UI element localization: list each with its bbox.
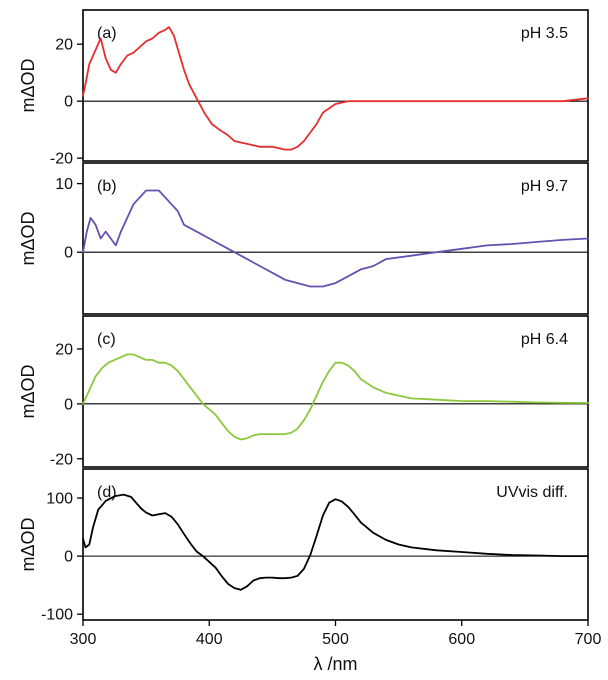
panel-condition: pH 3.5 <box>521 25 568 42</box>
panel-frame <box>82 315 589 468</box>
panel-condition: UVvis diff. <box>496 484 568 501</box>
y-axis-label: mΔOD <box>18 364 38 418</box>
data-series-line <box>82 493 589 591</box>
y-axis-label: mΔOD <box>18 211 38 265</box>
y-tick-label: 20 <box>55 341 73 358</box>
panel-frame <box>82 162 589 315</box>
y-tick-label: 0 <box>64 245 73 262</box>
y-axis-label: mΔOD <box>18 517 38 571</box>
x-tick-label: 600 <box>448 631 475 648</box>
panel-label: (d) <box>97 484 117 501</box>
x-axis-label: λ /nm <box>313 654 357 674</box>
y-tick-label: -20 <box>50 151 73 168</box>
y-tick-label: 0 <box>64 549 73 566</box>
x-tick-label: 400 <box>196 631 223 648</box>
panel-label: (b) <box>97 178 117 195</box>
y-tick-label: 20 <box>55 37 73 54</box>
y-tick-label: 0 <box>64 94 73 111</box>
x-tick-label: 300 <box>70 631 97 648</box>
data-series-line <box>82 189 589 288</box>
y-axis-label: mΔOD <box>18 58 38 112</box>
x-tick-label: 700 <box>575 631 602 648</box>
y-tick-label: 10 <box>55 176 73 193</box>
y-tick-label: 0 <box>64 396 73 413</box>
panel-condition: pH 6.4 <box>521 331 568 348</box>
x-tick-label: 500 <box>322 631 349 648</box>
y-tick-label: 100 <box>46 491 73 508</box>
panel-label: (c) <box>97 331 116 348</box>
y-tick-label: -100 <box>41 607 73 624</box>
data-series-line <box>82 353 589 441</box>
panel-label: (a) <box>97 25 117 42</box>
data-series-line <box>82 26 589 151</box>
panel-frame <box>82 9 589 162</box>
panel-condition: pH 9.7 <box>521 178 568 195</box>
y-tick-label: -20 <box>50 451 73 468</box>
